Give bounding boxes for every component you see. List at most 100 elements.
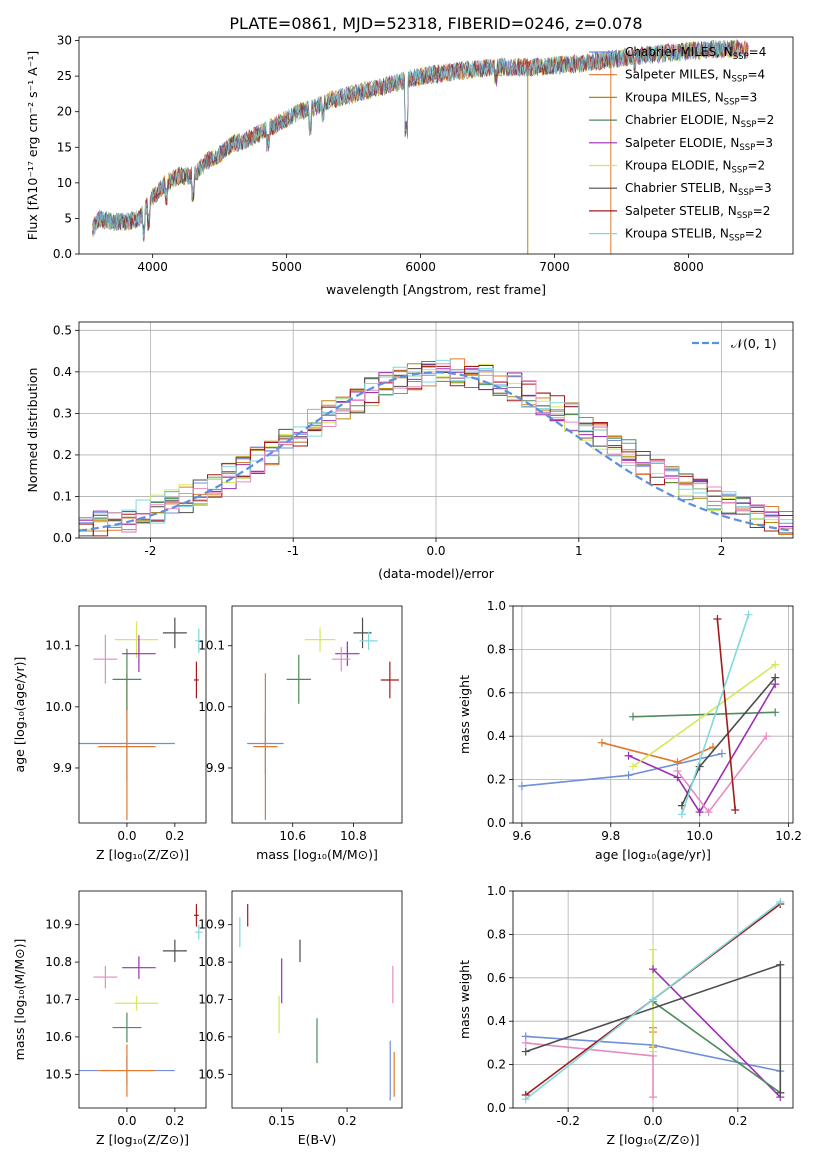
x-tick-label: 0.2 [165,829,184,843]
age-vs-mass-panel: 10.6 10.8 9.9 10.0 10.1 mass [log₁₀(M/M⊙)] [198,605,403,862]
x-axis-label: E(B-V) [298,1132,337,1147]
weight-marker [649,1093,657,1102]
weight-marker [776,897,785,906]
x-tick-label: -0.2 [556,1114,579,1128]
y-tick-label: 0.4 [487,729,506,743]
weight-marker [731,805,740,814]
legend-series-name: Chabrier MILES [625,45,716,59]
legend-nssp-eq: = [747,159,757,173]
weight-marker [649,1051,657,1060]
x-tick-label: 0.0 [117,1114,136,1128]
weight-marker [771,673,780,682]
legend-nssp-sub: SSP [724,97,740,107]
legend-nssp-value: 3 [765,136,773,150]
x-tick-label: -1 [287,544,299,558]
axes-frame [78,321,794,539]
y-tick-label: 0.3 [53,406,72,420]
x-tick-label: 7000 [539,260,570,274]
legend-nssp-prefix: , N [712,227,729,241]
x-tick-label: 4000 [137,260,168,274]
legend-nssp-value: 3 [764,181,772,195]
figure-title: PLATE=0861, MJD=52318, FIBERID=0246, z=0… [229,14,642,33]
legend-nssp-value: 4 [758,68,766,82]
x-axis-label: Z [log₁₀(Z/Z⊙)] [96,847,189,862]
weight-marker [521,1047,530,1056]
legend-nssp-value: 2 [767,113,775,127]
spectrum-line [92,39,743,240]
legend-nssp-sub: SSP [738,188,754,198]
x-tick-label: 0.0 [426,544,445,558]
legend-nssp-value: 2 [755,227,763,241]
legend-entry: Kroupa MILES, NSSP=3 [625,90,757,107]
x-tick-label: 5000 [271,260,302,274]
mass-vs-ebv-panel: 0.15 0.2 10.5 10.6 10.7 10.8 10.9 E(B-V) [198,890,403,1147]
plot-area [247,617,399,820]
weight-marker [776,960,785,969]
y-axis-label: mass weight [457,960,472,1039]
weight-marker [629,712,637,721]
x-tick-label: 10.0 [686,829,713,843]
weight-marker [624,771,633,780]
legend-nssp-value: 2 [763,204,771,218]
y-tick-label: 10.6 [198,1030,225,1044]
y-tick-label: 0.2 [487,1058,506,1072]
weight-marker [677,810,686,819]
legend-nssp-eq: = [747,68,757,82]
y-tick-label: 0.6 [487,971,506,985]
weight-marker [517,782,526,791]
legend-series-name: Salpeter ELODIE [625,136,723,150]
legend-nssp-prefix: , N [707,90,724,104]
weight-marker [771,660,780,669]
weight-marker [744,610,753,619]
plot-area [79,904,203,1097]
axes-frame [78,605,207,824]
y-tick-label: 0.1 [53,489,72,503]
legend-nssp-sub: SSP [739,143,755,153]
x-tick-label: 0.2 [338,1114,357,1128]
legend-nssp-eq: = [753,204,763,218]
legend-series-name: Salpeter STELIB [625,204,720,218]
plot-area [517,610,780,819]
y-tick-label: 0.2 [53,448,72,462]
x-tick-label: 0.0 [643,1114,662,1128]
x-tick-label: 0.15 [268,1114,295,1128]
x-tick-label: 9.6 [512,829,531,843]
x-tick-label: 6000 [405,260,436,274]
legend-nssp-sub: SSP [729,234,745,244]
legend-nssp-eq: = [745,227,755,241]
y-tick-label: 10.5 [198,1067,225,1081]
spectrum-panel: 4000 5000 6000 7000 8000 0.0 5 10 15 20 25 30 wavele… [25,34,794,297]
legend-entry: Salpeter ELODIE, NSSP=3 [625,136,773,153]
y-axis-label: mass [log₁₀(M/M⊙)] [12,939,27,1061]
legend-series-name: Chabrier ELODIE [625,113,724,127]
legend-nssp-prefix: , N [715,159,732,173]
weight-marker [704,808,713,817]
weight-line [632,711,776,718]
legend-series-name: Salpeter MILES [625,68,715,82]
x-axis-label: (data-model)/error [378,566,495,581]
histogram-step [79,363,793,533]
weight-marker [776,1088,785,1097]
y-tick-label: 25 [57,69,72,83]
weight-marker [521,1095,530,1104]
weight-marker [713,615,722,624]
axes-frame [512,605,794,824]
x-tick-label: 10.6 [279,829,306,843]
legend-nssp-eq: = [749,45,759,59]
axes-frame [512,890,794,1109]
spectrum-line [92,38,749,242]
axes-frame [231,890,403,1109]
x-tick-label: -2 [144,544,156,558]
x-tick-label: 8000 [673,260,704,274]
legend-nssp-prefix: , N [720,204,737,218]
y-tick-label: 5 [64,211,72,225]
y-tick-label: 10.1 [45,639,72,653]
y-tick-label: 10.6 [45,1030,72,1044]
x-axis-label: wavelength [Angstrom, rest frame] [326,282,546,297]
x-tick-label: 10.8 [340,829,367,843]
legend-nssp-value: 2 [758,159,766,173]
legend-nssp-eq: = [754,181,764,195]
x-tick-label: 1 [575,544,583,558]
y-tick-label: 10.7 [45,993,72,1007]
legend-entry: Kroupa STELIB, NSSP=2 [625,227,763,244]
